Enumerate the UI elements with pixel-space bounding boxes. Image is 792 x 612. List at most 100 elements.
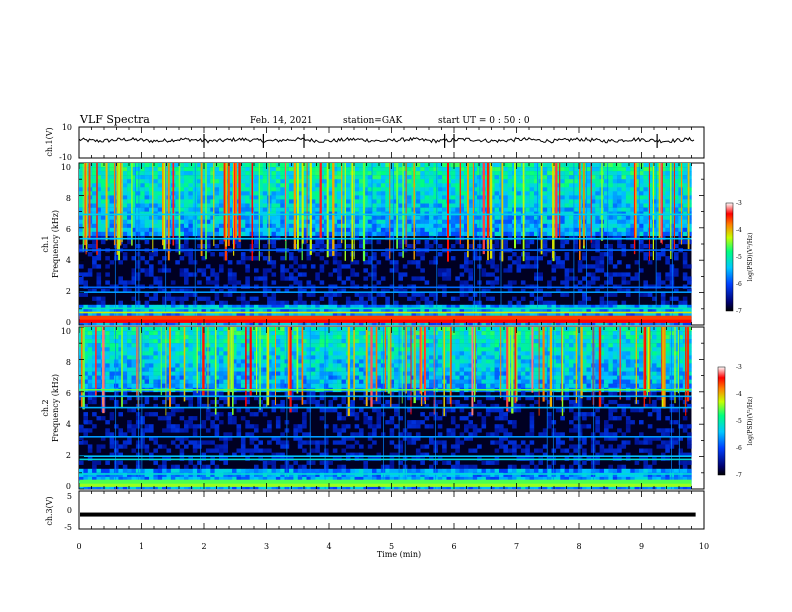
spec1-cell bbox=[249, 296, 255, 301]
spec1-cell bbox=[494, 280, 500, 285]
spec1-cell bbox=[109, 203, 115, 208]
spec1-cell bbox=[534, 215, 539, 220]
spec1-cell bbox=[359, 231, 364, 237]
spec1-cell bbox=[394, 300, 399, 305]
spec2-cell bbox=[153, 460, 158, 465]
spec1-cell bbox=[477, 175, 482, 180]
spec1-cell bbox=[555, 312, 561, 318]
spec2-cell bbox=[162, 375, 167, 380]
spec1-cell bbox=[385, 288, 390, 293]
spec1-cell bbox=[306, 203, 312, 208]
spec1-cell bbox=[271, 219, 277, 224]
spec1-cell bbox=[599, 256, 605, 261]
spec2-cell bbox=[162, 367, 167, 372]
spec1-cell bbox=[144, 223, 150, 229]
spec1-cell bbox=[201, 167, 207, 172]
spec1-cell bbox=[573, 239, 578, 245]
spec1-cell bbox=[363, 223, 368, 229]
spec1-cell bbox=[599, 252, 605, 257]
spec1-cell bbox=[271, 292, 277, 297]
spec1-cell bbox=[184, 252, 189, 257]
spec2-cell bbox=[179, 452, 185, 457]
spec1-cell bbox=[424, 183, 430, 188]
spec1-cell bbox=[109, 304, 115, 310]
spec1-cell bbox=[219, 268, 224, 273]
spec1-cell bbox=[149, 219, 154, 224]
spec1-cell bbox=[402, 320, 408, 326]
spec1-cell bbox=[625, 308, 631, 314]
spec2-cell bbox=[127, 331, 132, 336]
spec2-cell bbox=[92, 460, 97, 465]
spec1-cell bbox=[315, 304, 320, 310]
spec1-cell bbox=[319, 179, 325, 184]
spec1-cell bbox=[660, 175, 666, 180]
spec1-cell bbox=[490, 296, 495, 301]
spec2-cell bbox=[87, 371, 93, 376]
spec1-cell bbox=[197, 207, 202, 212]
spec2-cell bbox=[135, 476, 141, 482]
spec1-cell bbox=[529, 308, 535, 314]
spec1-cell bbox=[135, 231, 141, 237]
spec1-cell bbox=[621, 312, 627, 318]
spec1-cell bbox=[455, 320, 460, 326]
spec2-cell bbox=[114, 359, 119, 364]
spec1-cell bbox=[415, 199, 421, 204]
spec2-cell bbox=[83, 367, 88, 372]
spec1-cell bbox=[201, 187, 207, 192]
spec1-cell bbox=[429, 171, 434, 176]
spec1-cell bbox=[210, 171, 215, 176]
spec1-cell bbox=[604, 183, 609, 188]
spec1-cell bbox=[612, 175, 618, 180]
spec2-cell bbox=[144, 355, 150, 360]
spec2-cell bbox=[175, 476, 180, 482]
spec1-cell bbox=[595, 320, 600, 326]
spec1-cell bbox=[507, 223, 513, 229]
spec1-cell bbox=[319, 244, 325, 249]
spec1-cell bbox=[485, 288, 491, 293]
spec1-cell bbox=[477, 312, 482, 318]
spec1-cell bbox=[639, 223, 644, 229]
spec1-cell bbox=[254, 304, 259, 310]
spec1-cell bbox=[105, 219, 110, 224]
spec1-cell bbox=[385, 187, 390, 192]
spec2-cell bbox=[96, 460, 102, 465]
spec2-cell bbox=[79, 468, 84, 474]
spec1-cell bbox=[420, 231, 425, 237]
spec1-cell bbox=[608, 179, 613, 184]
spec1-cell bbox=[634, 227, 640, 233]
spec1-cell bbox=[612, 304, 618, 310]
spec1-cell bbox=[149, 256, 154, 261]
spec1-cell bbox=[293, 256, 298, 261]
spec1-cell bbox=[429, 187, 434, 192]
spec1-cell bbox=[149, 320, 154, 326]
spec1-cell bbox=[302, 223, 307, 229]
spec1-cell bbox=[214, 203, 220, 208]
spec1-cell bbox=[380, 320, 386, 326]
spec1-cell bbox=[341, 304, 347, 310]
spec1-cell bbox=[297, 187, 303, 192]
spec1-cell bbox=[512, 296, 517, 301]
spec1-cell bbox=[245, 215, 250, 220]
spec2-cell bbox=[127, 371, 132, 376]
spec1-cell bbox=[442, 183, 447, 188]
spec1-cell bbox=[415, 219, 421, 224]
spec1-cell bbox=[79, 244, 84, 249]
spec1-cell bbox=[345, 304, 351, 310]
spec1-cell bbox=[507, 308, 513, 314]
spec1-cell bbox=[402, 163, 408, 168]
spec1-cell bbox=[582, 308, 587, 314]
spec1-cell bbox=[525, 239, 530, 245]
spec1-cell bbox=[407, 227, 412, 233]
spec1-cell bbox=[481, 308, 487, 314]
spec1-cell bbox=[415, 260, 421, 265]
spec1-cell bbox=[665, 223, 670, 229]
spec1-cell bbox=[398, 191, 403, 196]
spec2-cell bbox=[149, 371, 154, 376]
spec1-cell bbox=[459, 203, 465, 208]
spec1-cell bbox=[135, 252, 141, 257]
spec1-cell bbox=[621, 276, 627, 281]
spec1-cell bbox=[468, 199, 473, 204]
spec1-cell bbox=[608, 272, 613, 277]
spec1-cell bbox=[367, 227, 373, 233]
spec1-cell bbox=[682, 191, 688, 196]
